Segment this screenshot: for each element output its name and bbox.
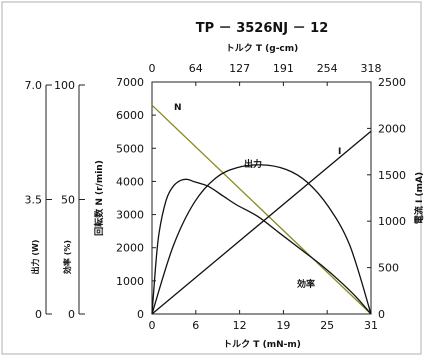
efficiency-axis-tick-label: 100 — [54, 79, 75, 92]
right-axis-tick-label: 1000 — [378, 215, 406, 228]
series-line-efficiency — [151, 178, 372, 315]
bottom-axis-tick-label: 12 — [233, 319, 247, 332]
left-axis-tick-label: 6000 — [116, 109, 144, 122]
bottom-axis-tick-label: 31 — [364, 319, 378, 332]
series-line-n — [151, 104, 372, 315]
efficiency-axis-tick-label: 0 — [68, 308, 75, 321]
bottom-axis-tick-label: 6 — [192, 319, 199, 332]
right-axis-tick-label: 2500 — [378, 76, 406, 89]
top-axis-tick-label: 0 — [149, 62, 156, 75]
series-label-i: I — [338, 147, 341, 157]
series-label-output: 出力 — [244, 158, 262, 170]
left-axis-tick-label: 1000 — [116, 275, 144, 288]
right-axis-tick-label: 2000 — [378, 122, 406, 135]
output-axis-tick-label: 3.5 — [25, 194, 43, 207]
axis-ticks: 0 6 12 19 25 310 64 127 191 254 318010002000300040… — [25, 62, 407, 332]
top-axis-tick-label: 191 — [273, 62, 294, 75]
top-axis-tick-label: 254 — [317, 62, 338, 75]
bottom-axis-tick-label: 25 — [320, 319, 334, 332]
left-axis-label: 回転数 N (r/min) — [93, 160, 105, 236]
chart-series — [151, 104, 372, 315]
top-axis-tick-label: 127 — [229, 62, 250, 75]
left-axis-tick-label: 5000 — [116, 142, 144, 155]
top-axis-tick-label: 64 — [189, 62, 203, 75]
bottom-axis-tick-label: 0 — [149, 319, 156, 332]
chart-title: TP － 3526NJ － 12 — [196, 21, 329, 36]
top-axis-tick-label: 318 — [361, 62, 382, 75]
left-axis-tick-label: 7000 — [116, 76, 144, 89]
left-axis-tick-label: 2000 — [116, 242, 144, 255]
efficiency-axis-tick-label: 50 — [61, 194, 75, 207]
output-axis-tick-label: 7.0 — [25, 79, 43, 92]
right-axis-tick-label: 1500 — [378, 169, 406, 182]
series-label-efficiency: 効率 — [297, 278, 315, 290]
right-axis-tick-label: 500 — [378, 262, 399, 275]
bottom-axis-label: トルク T (mN-m) — [223, 339, 301, 350]
right-axis-label: 電流 I (mA) — [413, 172, 425, 224]
plot-area — [151, 81, 372, 315]
left-axis-tick-label: 4000 — [116, 175, 144, 188]
bottom-axis-tick-label: 19 — [276, 319, 290, 332]
output-axis-tick-label: 0 — [35, 308, 42, 321]
series-line-output — [151, 164, 372, 315]
efficiency-axis-label: 効率 (%) — [62, 240, 72, 274]
left-axis-tick-label: 0 — [137, 308, 144, 321]
right-axis-tick-label: 0 — [378, 308, 385, 321]
output-axis-label: 出力 (W) — [30, 240, 40, 275]
left-axis-tick-label: 3000 — [116, 209, 144, 222]
series-label-n: N — [174, 103, 182, 113]
top-axis-label: トルク T (g-cm) — [226, 43, 299, 54]
series-line-i — [151, 130, 372, 315]
